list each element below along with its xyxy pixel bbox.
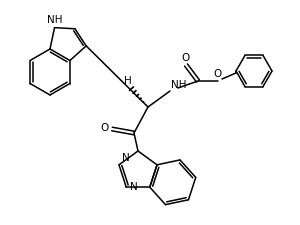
Text: N: N [130,182,138,192]
Text: NH: NH [171,80,187,90]
Text: O: O [101,123,109,133]
Text: O: O [214,69,222,79]
Text: H: H [124,76,132,86]
Text: N: N [122,153,130,163]
Text: O: O [181,53,189,63]
Text: NH: NH [47,15,62,25]
